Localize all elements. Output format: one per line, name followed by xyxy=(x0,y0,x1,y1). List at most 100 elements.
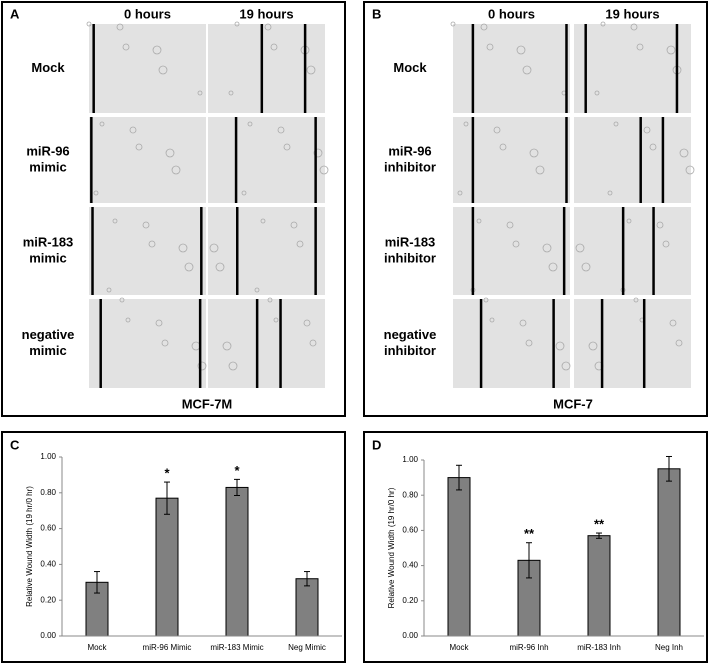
micrograph xyxy=(453,207,570,295)
cell xyxy=(86,21,92,27)
cell xyxy=(649,143,657,151)
column-header: 19 hours xyxy=(239,6,293,21)
cell xyxy=(234,21,240,27)
cell xyxy=(222,341,232,351)
row-label: Mock xyxy=(393,60,427,75)
micrograph xyxy=(574,207,691,295)
cell xyxy=(309,339,317,347)
cell xyxy=(685,165,695,175)
cell xyxy=(561,361,571,371)
y-tick-label: 1.00 xyxy=(40,452,56,461)
bar xyxy=(295,578,319,637)
cell xyxy=(542,243,552,253)
cell xyxy=(178,243,188,253)
cell xyxy=(264,23,272,31)
cell xyxy=(319,165,329,175)
cell xyxy=(306,65,316,75)
micrograph xyxy=(453,117,570,203)
cell xyxy=(633,297,639,303)
cell xyxy=(197,90,203,96)
bar xyxy=(225,486,249,637)
cell xyxy=(483,297,489,303)
row-label: mimic xyxy=(29,343,67,358)
x-tick-label: Mock xyxy=(87,643,107,652)
y-tick-label: 0.40 xyxy=(40,560,56,569)
cell xyxy=(119,297,125,303)
cell xyxy=(122,43,130,51)
cell xyxy=(607,190,613,196)
cell xyxy=(662,240,670,248)
significance: ** xyxy=(594,516,605,531)
cell xyxy=(675,339,683,347)
cell xyxy=(581,262,591,272)
y-tick-label: 0.20 xyxy=(402,596,418,605)
row-label: inhibitor xyxy=(384,159,436,174)
cell xyxy=(254,287,260,293)
y-tick-label: 0.00 xyxy=(402,631,418,640)
y-axis-label: Relative Wound Width (19 hr/0 hr) xyxy=(25,486,34,607)
x-tick-label: miR-96 Mimic xyxy=(143,643,192,652)
cell xyxy=(516,45,526,55)
panel-frame xyxy=(1,431,346,663)
cell xyxy=(476,218,482,224)
micrograph xyxy=(453,299,570,388)
error-bar xyxy=(456,464,462,491)
cell xyxy=(165,148,175,158)
cell xyxy=(277,126,285,134)
cell xyxy=(303,319,311,327)
cell xyxy=(679,148,689,158)
y-tick-label: 0.40 xyxy=(402,561,418,570)
column-header: 0 hours xyxy=(124,6,171,21)
row-label: negative xyxy=(384,327,437,342)
panel-frame xyxy=(363,431,708,663)
bar xyxy=(447,477,471,637)
cell xyxy=(161,339,169,347)
cell xyxy=(457,190,463,196)
micrograph xyxy=(89,24,206,113)
cell xyxy=(669,319,677,327)
significance: * xyxy=(164,465,170,480)
micrograph xyxy=(574,24,691,113)
error-bar xyxy=(94,571,100,594)
cell xyxy=(270,43,278,51)
cell xyxy=(313,148,323,158)
row-label: miR-183 xyxy=(23,234,74,249)
micrograph xyxy=(208,207,325,295)
cell xyxy=(522,65,532,75)
micrograph xyxy=(208,299,325,388)
cell xyxy=(555,341,565,351)
error-bar xyxy=(526,542,532,579)
error-bar xyxy=(596,532,602,539)
panel-letter: A xyxy=(10,6,20,21)
cell xyxy=(267,297,273,303)
row-label: mimic xyxy=(29,250,67,265)
micrograph xyxy=(89,207,206,295)
panel-frame xyxy=(1,1,346,417)
x-tick-label: miR-96 Inh xyxy=(509,643,548,652)
cell xyxy=(215,262,225,272)
column-header: 19 hours xyxy=(605,6,659,21)
cell xyxy=(489,317,495,323)
micrograph xyxy=(574,299,691,388)
cell xyxy=(99,121,105,127)
micrograph xyxy=(208,117,325,203)
cell xyxy=(125,317,131,323)
y-tick-label: 0.00 xyxy=(40,631,56,640)
row-label: negative xyxy=(22,327,75,342)
panel-letter: C xyxy=(10,437,20,452)
cell xyxy=(666,45,676,55)
row-label: miR-96 xyxy=(388,143,431,158)
micrograph xyxy=(89,299,206,388)
cell xyxy=(486,43,494,51)
cell xyxy=(171,165,181,175)
cell xyxy=(613,121,619,127)
row-label: miR-96 xyxy=(26,143,69,158)
panel-letter: D xyxy=(372,437,381,452)
cell xyxy=(493,126,501,134)
significance: ** xyxy=(524,526,535,541)
micrograph xyxy=(453,24,570,113)
cell xyxy=(241,190,247,196)
x-tick-label: Neg Inh xyxy=(655,643,683,652)
cell xyxy=(273,317,279,323)
cell xyxy=(656,221,664,229)
